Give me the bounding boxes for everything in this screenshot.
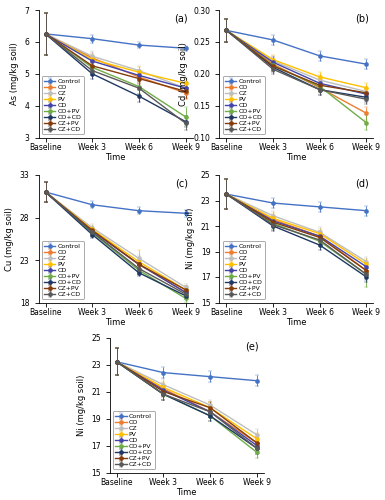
X-axis label: Time: Time: [286, 154, 307, 162]
Y-axis label: As (mg/kg soil): As (mg/kg soil): [10, 42, 19, 105]
Y-axis label: Ni (mg/kg soil): Ni (mg/kg soil): [77, 374, 85, 436]
X-axis label: Time: Time: [105, 154, 126, 162]
Text: (b): (b): [355, 14, 369, 24]
Y-axis label: Cu (mg/kg soil): Cu (mg/kg soil): [5, 207, 14, 270]
Legend: Control, CO, CZ, PV, CD, CO+PV, CO+CD, CZ+PV, CZ+CD: Control, CO, CZ, PV, CD, CO+PV, CO+CD, C…: [42, 76, 84, 134]
Legend: Control, CO, CZ, PV, CD, CO+PV, CO+CD, CZ+PV, CZ+CD: Control, CO, CZ, PV, CD, CO+PV, CO+CD, C…: [42, 241, 84, 300]
Y-axis label: Ni (mg/kg soil): Ni (mg/kg soil): [186, 208, 195, 270]
Text: (a): (a): [174, 14, 188, 24]
Text: (c): (c): [175, 179, 188, 189]
Legend: Control, CO, CZ, PV, CD, CO+PV, CO+CD, CZ+PV, CZ+CD: Control, CO, CZ, PV, CD, CO+PV, CO+CD, C…: [223, 241, 264, 300]
Text: (e): (e): [246, 342, 259, 351]
X-axis label: Time: Time: [286, 318, 307, 328]
Legend: Control, CO, CZ, PV, CD, CO+PV, CO+CD, CZ+PV, CZ+CD: Control, CO, CZ, PV, CD, CO+PV, CO+CD, C…: [223, 76, 264, 134]
Legend: Control, CO, CZ, PV, CD, CO+PV, CO+CD, CZ+PV, CZ+CD: Control, CO, CZ, PV, CD, CO+PV, CO+CD, C…: [113, 411, 155, 470]
Text: (d): (d): [355, 179, 369, 189]
Y-axis label: Cd (mg/kg soil): Cd (mg/kg soil): [179, 42, 188, 106]
X-axis label: Time: Time: [176, 488, 197, 498]
X-axis label: Time: Time: [105, 318, 126, 328]
